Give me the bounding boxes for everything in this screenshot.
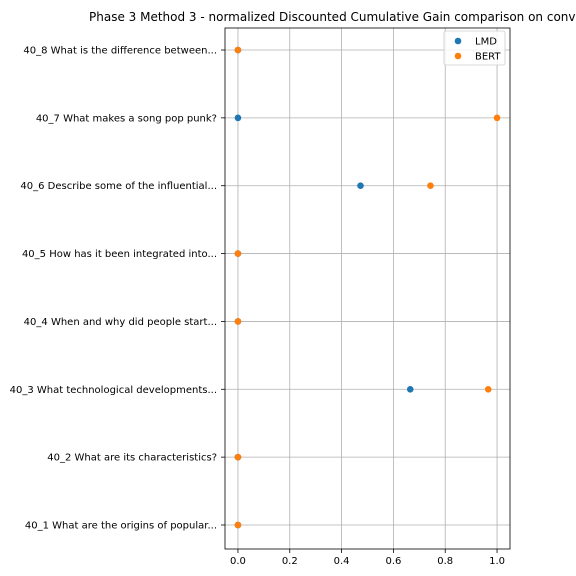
y-tick-label: 40_1 What are the origins of popular... [25, 521, 217, 532]
data-point-lmd [406, 385, 414, 393]
data-point-bert [234, 453, 242, 461]
y-tick-label: 40_6 Describe some of the influential... [20, 181, 217, 192]
legend-marker-bert [454, 52, 462, 60]
data-point-bert [427, 182, 434, 190]
chart-title: Phase 3 Method 3 - normalized Discounted… [89, 10, 576, 24]
y-tick-label: 40_4 When and why did people start... [24, 317, 217, 328]
x-tick-label: 1.0 [489, 556, 505, 567]
y-tick-label: 40_2 What are its characteristics? [47, 453, 217, 464]
y-tick-label: 40_5 How has it been integrated into... [22, 249, 217, 260]
data-point-bert [234, 318, 242, 325]
x-tick-label: 0.2 [282, 556, 298, 567]
data-point-lmd [234, 114, 242, 122]
y-tick-label: 40_7 What makes a song pop punk? [36, 113, 217, 124]
y-tick-label: 40_3 What technological developments... [10, 385, 217, 396]
data-point-bert [234, 46, 242, 54]
data-point-bert [234, 250, 242, 257]
x-tick-label: 0.4 [334, 556, 350, 567]
x-tick-label: 0.6 [385, 556, 401, 567]
x-tick-label: 0.0 [230, 556, 246, 567]
data-point-bert [484, 385, 492, 393]
x-tick-label: 0.8 [437, 556, 453, 567]
data-point-bert [234, 521, 242, 529]
legend-label: LMD [475, 37, 497, 48]
data-point-bert [493, 114, 501, 122]
legend-marker-lmd [454, 37, 462, 45]
data-point-lmd [357, 182, 364, 190]
legend-label: BERT [475, 52, 501, 63]
y-tick-label: 40_8 What is the difference between... [23, 46, 217, 57]
plot-frame [224, 27, 511, 550]
